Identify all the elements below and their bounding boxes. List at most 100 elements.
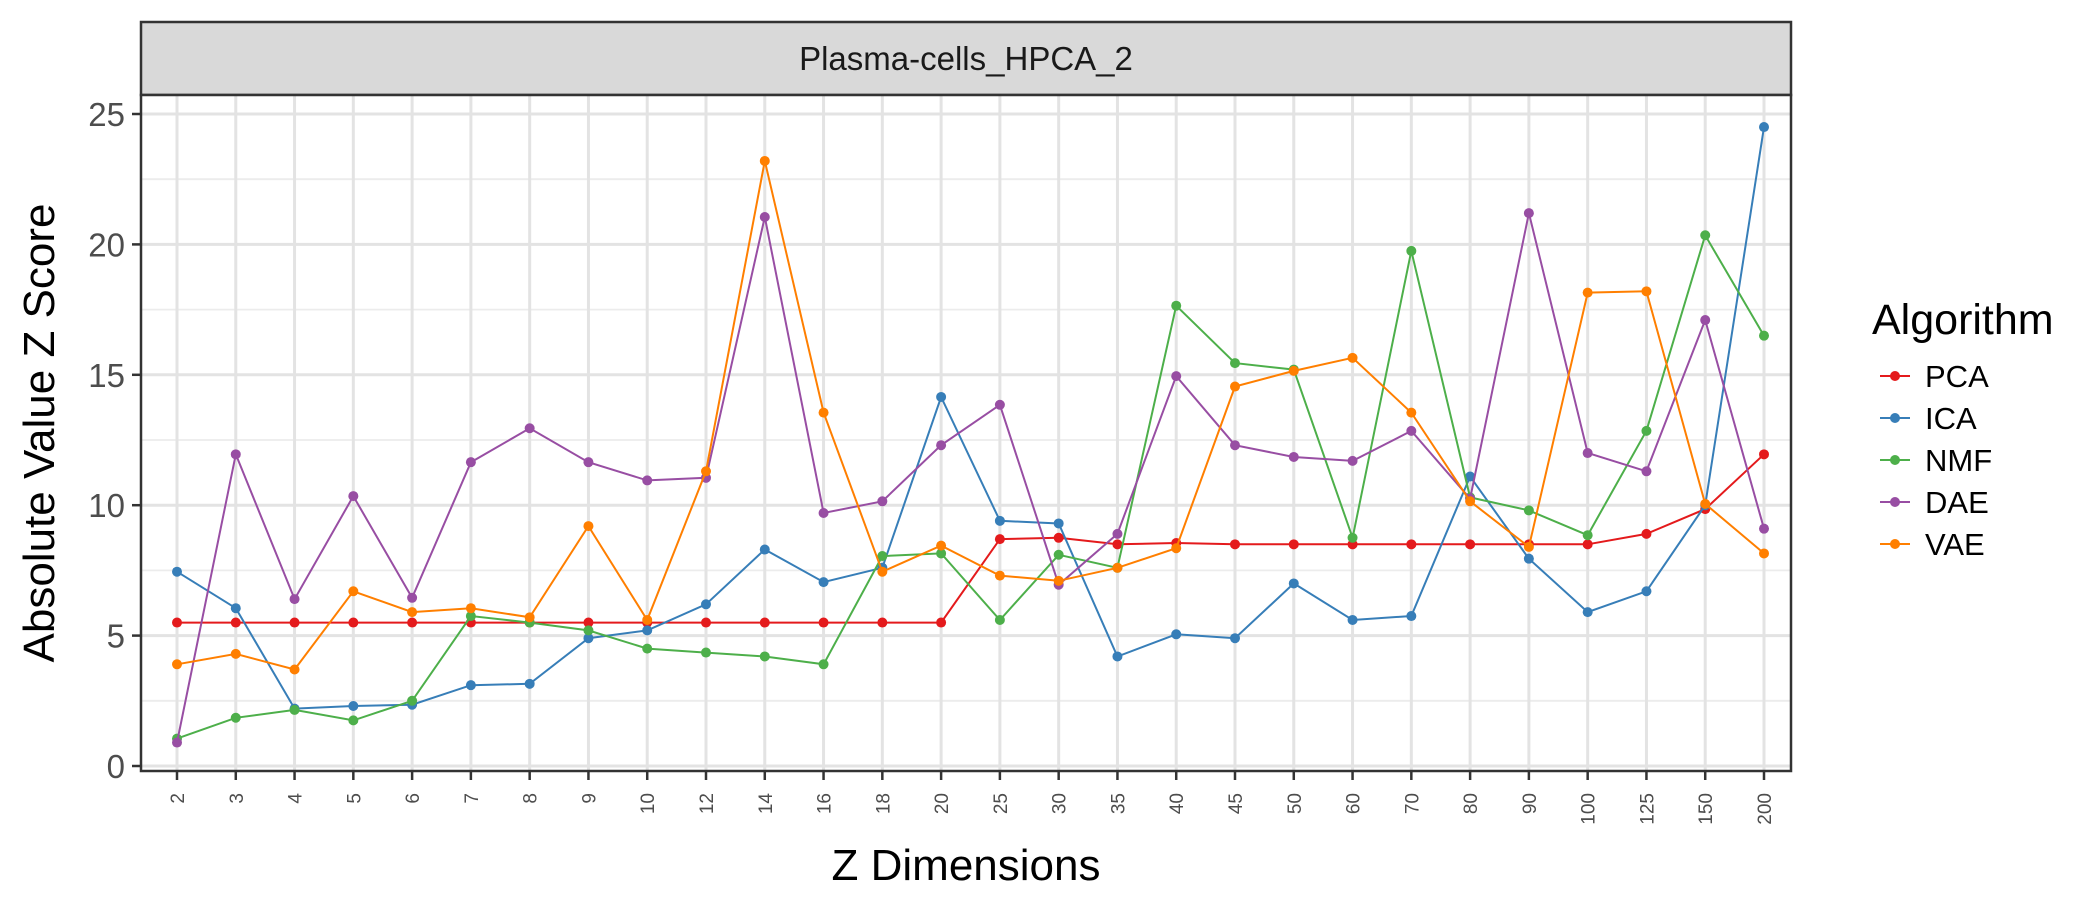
data-point bbox=[289, 704, 300, 715]
data-point bbox=[348, 586, 359, 597]
data-point bbox=[994, 614, 1005, 625]
data-point bbox=[1230, 381, 1240, 392]
data-point bbox=[1406, 611, 1417, 622]
series-line bbox=[176, 160, 1765, 671]
y-tick-label: 0 bbox=[107, 748, 125, 785]
data-point bbox=[1288, 365, 1299, 376]
y-tick-label: 10 bbox=[88, 487, 125, 524]
data-point bbox=[818, 659, 829, 670]
data-point bbox=[818, 407, 829, 418]
x-tick-label: 18 bbox=[873, 793, 894, 814]
data-point bbox=[1759, 523, 1769, 534]
data-point bbox=[642, 625, 653, 636]
data-point bbox=[1053, 532, 1064, 543]
y-tick-label: 5 bbox=[107, 618, 125, 655]
x-tick-label: 2 bbox=[168, 793, 189, 804]
x-tick-label: 14 bbox=[756, 793, 777, 815]
legend-title: Algorithm bbox=[1872, 296, 2054, 344]
data-point bbox=[1641, 286, 1652, 297]
x-tick-label: 50 bbox=[1285, 793, 1306, 814]
data-point bbox=[1171, 371, 1182, 382]
data-point bbox=[1230, 633, 1240, 644]
data-point bbox=[1582, 607, 1593, 618]
series-ica bbox=[172, 122, 1769, 714]
data-point bbox=[1582, 448, 1593, 459]
data-point bbox=[877, 566, 888, 577]
data-point bbox=[936, 617, 947, 628]
x-tick-label: 45 bbox=[1226, 793, 1247, 814]
data-point bbox=[701, 617, 711, 628]
legend-marker bbox=[1890, 455, 1900, 465]
x-tick-label: 3 bbox=[227, 793, 248, 804]
data-point bbox=[759, 212, 770, 223]
data-point bbox=[583, 457, 594, 468]
data-point bbox=[818, 617, 829, 628]
data-point bbox=[407, 607, 418, 618]
data-point bbox=[1288, 539, 1299, 550]
data-point bbox=[348, 491, 359, 502]
data-point bbox=[701, 647, 711, 658]
data-point bbox=[583, 633, 594, 644]
legend-item-vae: VAE bbox=[1880, 527, 1985, 562]
data-point bbox=[465, 680, 476, 691]
y-axis-label: Absolute Value Z Score bbox=[15, 204, 64, 663]
x-axis-label: Z Dimensions bbox=[832, 841, 1101, 890]
data-point bbox=[172, 617, 182, 628]
data-point bbox=[465, 603, 476, 614]
data-point bbox=[642, 614, 653, 625]
x-tick-label: 90 bbox=[1520, 793, 1541, 814]
data-point bbox=[1053, 518, 1064, 529]
legend-label: VAE bbox=[1925, 527, 1985, 562]
data-point bbox=[1465, 496, 1476, 507]
data-point bbox=[1406, 407, 1417, 418]
legend-label: ICA bbox=[1925, 401, 1977, 436]
panel-strip bbox=[139, 20, 1793, 97]
legend: Algorithm PCA ICA NMF DAE VAE bbox=[1872, 296, 2054, 562]
x-tick-label: 150 bbox=[1696, 793, 1717, 825]
data-point bbox=[936, 540, 947, 551]
x-tick-label: 12 bbox=[697, 793, 718, 814]
data-point bbox=[1288, 451, 1299, 462]
data-point bbox=[1641, 586, 1652, 597]
data-point bbox=[642, 643, 653, 654]
legend-items: PCA ICA NMF DAE VAE bbox=[1880, 359, 1992, 562]
data-point bbox=[407, 695, 418, 706]
data-point bbox=[172, 737, 182, 748]
data-point bbox=[1759, 449, 1769, 460]
data-point bbox=[994, 570, 1005, 581]
data-point bbox=[936, 548, 947, 559]
data-point bbox=[1112, 539, 1123, 550]
data-point bbox=[1347, 352, 1358, 363]
legend-marker bbox=[1890, 371, 1900, 381]
data-point bbox=[348, 715, 359, 726]
y-tick-label: 25 bbox=[88, 96, 125, 133]
data-point bbox=[1641, 425, 1652, 436]
series-line bbox=[177, 453, 1765, 624]
data-point bbox=[1406, 539, 1417, 550]
x-tick-label: 16 bbox=[815, 793, 836, 814]
data-point bbox=[1230, 440, 1240, 451]
legend-label: NMF bbox=[1925, 443, 1992, 478]
data-point bbox=[407, 592, 418, 603]
series-vae bbox=[172, 155, 1769, 675]
data-point bbox=[1406, 425, 1417, 436]
data-point bbox=[701, 599, 711, 610]
data-point bbox=[1582, 539, 1593, 550]
data-point bbox=[1406, 245, 1417, 256]
data-point bbox=[1700, 230, 1711, 241]
x-tick-label: 20 bbox=[932, 793, 953, 814]
data-point bbox=[642, 475, 653, 486]
series-layer bbox=[172, 122, 1769, 748]
data-point bbox=[759, 617, 770, 628]
data-point bbox=[1523, 541, 1534, 552]
legend-marker bbox=[1890, 497, 1900, 507]
data-point bbox=[524, 612, 535, 623]
y-tick-label: 20 bbox=[88, 226, 125, 263]
data-point bbox=[818, 577, 829, 588]
data-point bbox=[1759, 122, 1769, 133]
data-point bbox=[1347, 532, 1358, 543]
data-point bbox=[348, 701, 359, 712]
data-point bbox=[1053, 575, 1064, 586]
